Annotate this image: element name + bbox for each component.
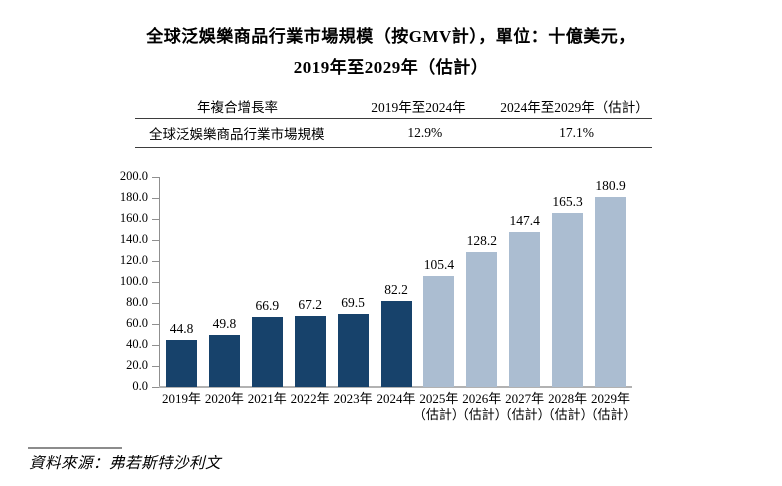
table-cell-cagr2: 17.1%: [559, 125, 595, 140]
y-axis-tick-label: 20.0: [126, 358, 148, 372]
y-axis-tick-label: 180.0: [119, 190, 148, 204]
x-axis-category-label: 2029年 （估計）: [581, 391, 641, 423]
bar-value-label: 128.2: [466, 233, 497, 248]
y-axis-tick: [152, 344, 159, 346]
bar-actual: [294, 316, 326, 387]
y-axis-tick: [152, 386, 159, 388]
y-axis-tick-label: 60.0: [126, 316, 148, 330]
y-axis-tick: [152, 239, 159, 241]
cagr-table: 年複合增長率 2019年至2024年 2024年至2029年（估計） 全球泛娛樂…: [135, 94, 652, 148]
table-header-period2: 2024年至2029年（估計）: [500, 100, 649, 115]
bar-value-label: 105.4: [423, 257, 455, 272]
bar-actual: [337, 314, 369, 387]
x-axis-category-label: 2021年: [237, 391, 297, 407]
y-axis-tick-label: 160.0: [119, 211, 148, 225]
x-axis-category-label: 2022年: [280, 391, 340, 407]
x-axis-year: 2028年: [548, 391, 588, 406]
bar-value-label: 49.8: [212, 316, 237, 331]
table-header-metric: 年複合增長率: [197, 100, 278, 115]
bar-estimate: [595, 197, 626, 387]
y-axis-tick-label: 120.0: [119, 253, 148, 267]
y-axis-tick: [152, 176, 159, 178]
bar-value-label: 44.8: [169, 321, 194, 336]
source-note: 資料來源：弗若斯特沙利文: [29, 455, 222, 472]
x-axis-category-label: 2019年: [152, 391, 212, 407]
y-axis-tick-label: 0.0: [132, 379, 148, 393]
x-axis-estimate-note: （估計）: [498, 407, 551, 422]
x-axis-year: 2023年: [333, 391, 373, 406]
table-header-period1: 2019年至2024年: [371, 100, 466, 115]
bar-estimate: [466, 252, 498, 387]
table-cell-metric: 全球泛娛樂商品行業市場規模: [149, 127, 325, 142]
y-axis-tick: [152, 323, 159, 325]
bar-value-label: 67.2: [298, 297, 322, 312]
y-axis-tick-label: 200.0: [119, 169, 148, 183]
y-axis-tick: [152, 281, 159, 283]
x-axis-year: 2019年: [161, 391, 201, 406]
x-axis-year: 2021年: [247, 391, 287, 406]
y-axis-tick: [152, 365, 159, 367]
bar-value-label: 180.9: [595, 178, 626, 193]
x-axis-year: 2027年: [505, 391, 545, 406]
x-axis-estimate-note: （估計）: [584, 407, 637, 422]
bar-value-label: 69.5: [341, 295, 365, 310]
x-axis-category-label: 2026年 （估計）: [452, 391, 512, 423]
bar-estimate: [552, 213, 584, 387]
x-axis-year: 2025年: [419, 391, 459, 406]
x-axis-category-label: 2024年: [366, 391, 426, 407]
x-axis-category-label: 2025年 （估計）: [409, 391, 469, 423]
x-axis-category-label: 2027年 （估計）: [495, 391, 555, 423]
x-axis-estimate-note: （估計）: [541, 407, 594, 422]
bar-value-label: 147.4: [509, 213, 540, 228]
footnote-divider: [28, 447, 122, 449]
x-axis-year: 2022年: [290, 391, 330, 406]
bar-value-label: 66.9: [255, 298, 280, 313]
x-axis-category-label: 2028年 （估計）: [538, 391, 598, 423]
x-axis-line: [159, 386, 632, 388]
y-axis-tick-label: 140.0: [119, 232, 148, 246]
x-axis-year: 2020年: [204, 391, 244, 406]
x-axis-year: 2029年: [590, 391, 630, 406]
bar-value-label: 165.3: [552, 194, 583, 209]
x-axis-estimate-note: （估計）: [412, 407, 465, 422]
chart-title: 全球泛娛樂商品行業市場規模（按GMV計），單位：十億美元， 2019年至2029…: [0, 21, 782, 83]
x-axis-year: 2024年: [376, 391, 416, 406]
bar-actual: [208, 335, 240, 387]
bar-actual: [251, 317, 283, 387]
bar-estimate: [423, 276, 455, 387]
x-axis-category-label: 2020年: [194, 391, 254, 407]
bar-actual: [166, 340, 197, 387]
y-axis-tick: [152, 218, 159, 220]
chart-title-line2: 2019年至2029年（估計）: [293, 58, 489, 77]
x-axis-estimate-note: （估計）: [455, 407, 508, 422]
y-axis-tick-label: 40.0: [126, 337, 148, 351]
y-axis-tick-label: 80.0: [126, 295, 148, 309]
y-axis-tick-label: 100.0: [119, 274, 148, 288]
cagr-table-data-row: 全球泛娛樂商品行業市場規模 12.9% 17.1%: [135, 119, 652, 148]
y-axis-line: [159, 177, 160, 387]
x-axis-year: 2026年: [462, 391, 502, 406]
x-axis-category-label: 2023年: [323, 391, 383, 407]
bar-actual: [380, 301, 412, 387]
y-axis-tick: [152, 302, 159, 304]
bar-value-label: 82.2: [384, 282, 408, 297]
y-axis-tick: [152, 260, 159, 262]
y-axis-tick: [152, 197, 159, 199]
cagr-table-header-row: 年複合增長率 2019年至2024年 2024年至2029年（估計）: [135, 94, 652, 119]
table-cell-cagr1: 12.9%: [407, 125, 443, 140]
bar-estimate: [509, 232, 541, 387]
chart-title-line1: 全球泛娛樂商品行業市場規模（按GMV計），單位：十億美元，: [146, 27, 636, 46]
